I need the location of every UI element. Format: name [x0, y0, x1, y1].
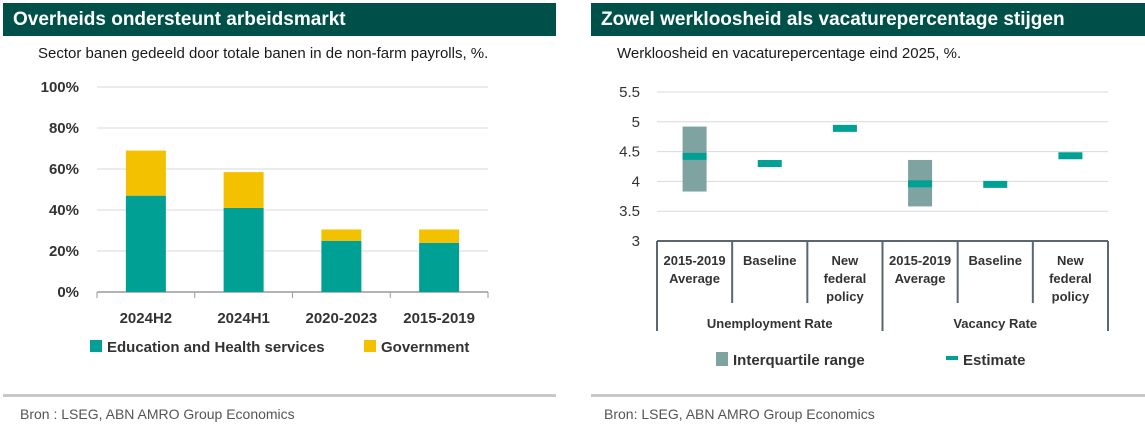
y-tick-label: 5.5 — [619, 84, 640, 101]
bar-segment — [321, 229, 362, 241]
bar-segment — [419, 229, 460, 243]
y-tick-label: 4 — [632, 173, 640, 190]
right-range-chart: 3 3.5 4 4.5 5 5.5 2015-2019 Average Baseline New f… — [619, 84, 1109, 369]
y-tick-label: 0% — [57, 284, 79, 301]
bar-segment — [223, 207, 264, 292]
legend-label: Interquartile range — [733, 352, 865, 369]
bar-segment — [125, 150, 166, 196]
x-category-label: Average — [895, 271, 946, 286]
x-category-label: Baseline — [969, 253, 1022, 268]
x-category-label: policy — [826, 289, 864, 304]
y-tick-label: 80% — [49, 120, 79, 137]
estimate-mark — [1058, 152, 1083, 160]
y-tick-label: 60% — [49, 161, 79, 178]
y-tick-label: 4.5 — [619, 144, 640, 161]
x-tick-label: 2024H2 — [120, 310, 173, 327]
left-panel: Overheids ondersteunt arbeidsmarkt Secto… — [0, 0, 556, 431]
estimate-mark — [908, 180, 933, 188]
left-footer-rule — [3, 394, 556, 397]
legend-label: Government — [381, 339, 469, 356]
x-category-label: federal — [824, 271, 867, 286]
legend-label: Education and Health services — [107, 339, 325, 356]
bar-segment — [419, 242, 460, 292]
x-category-label: New — [832, 253, 860, 268]
x-category-label: policy — [1052, 289, 1090, 304]
legend-swatch-range — [716, 352, 728, 366]
bar-segment — [321, 240, 362, 292]
x-category-label: federal — [1049, 271, 1092, 286]
right-footer-rule — [591, 394, 1145, 397]
legend-swatch-estimate — [946, 356, 958, 360]
left-chart-title: Overheids ondersteunt arbeidsmarkt — [3, 3, 556, 36]
estimate-mark — [757, 160, 782, 168]
left-bar-chart: 0% 20% 40% 60% 80% 100% 2024H2 2024H1 2020-2023 2… — [41, 79, 489, 356]
y-tick-label: 40% — [49, 202, 79, 219]
bar-segment — [125, 195, 166, 292]
x-category-label: Baseline — [743, 253, 796, 268]
y-tick-label: 100% — [41, 79, 79, 96]
y-tick-label: 3 — [632, 233, 640, 250]
legend-swatch — [364, 340, 376, 352]
x-category-label: Average — [669, 271, 720, 286]
y-tick-label: 3.5 — [619, 203, 640, 220]
x-group-label: Vacancy Rate — [953, 316, 1037, 331]
x-category-label: New — [1057, 253, 1085, 268]
estimate-mark — [682, 152, 707, 160]
right-chart-title: Zowel werkloosheid als vacaturepercentag… — [591, 3, 1145, 36]
x-tick-label: 2020-2023 — [306, 310, 378, 327]
y-tick-label: 20% — [49, 243, 79, 260]
estimate-mark — [832, 124, 857, 132]
x-category-label: 2015-2019 — [663, 253, 725, 268]
x-group-label: Unemployment Rate — [707, 316, 833, 331]
legend-swatch — [90, 340, 102, 352]
bar-segment — [223, 172, 264, 208]
right-chart-subtitle: Werkloosheid en vacaturepercentage eind … — [617, 45, 962, 62]
y-tick-label: 5 — [632, 114, 640, 131]
left-chart-subtitle: Sector banen gedeeld door totale banen i… — [38, 45, 489, 62]
right-panel: Zowel werkloosheid als vacaturepercentag… — [588, 0, 1145, 431]
x-category-label: 2015-2019 — [889, 253, 951, 268]
x-tick-label: 2024H1 — [217, 310, 270, 327]
left-source: Bron : LSEG, ABN AMRO Group Economics — [20, 406, 295, 422]
estimate-mark — [983, 180, 1008, 188]
x-tick-label: 2015-2019 — [403, 310, 475, 327]
legend-label: Estimate — [963, 352, 1026, 369]
right-source: Bron: LSEG, ABN AMRO Group Economics — [604, 406, 875, 422]
